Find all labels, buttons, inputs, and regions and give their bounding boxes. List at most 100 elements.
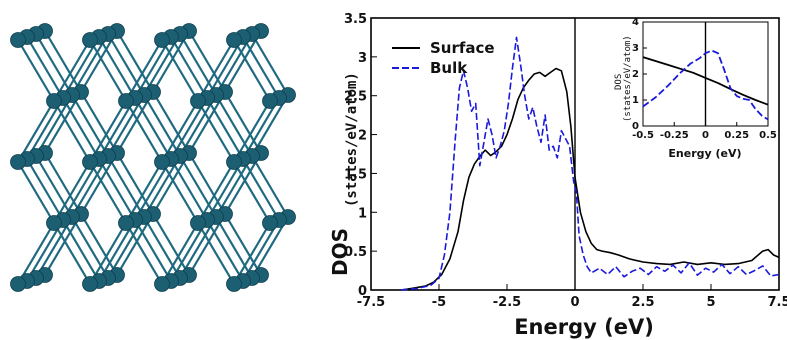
lattice-bond xyxy=(125,222,163,285)
lattice-bond xyxy=(215,94,253,157)
x-tick-label: -0.5 xyxy=(632,130,654,141)
x-tick-label: 0 xyxy=(702,130,709,141)
inset-ticks-group: -0.5 -0.25 0 0.25 0.5 0 1 2 3 4 xyxy=(632,17,777,141)
lattice-bond xyxy=(224,213,262,276)
x-tick-label: 5 xyxy=(706,295,715,310)
y-tick-label: 2.5 xyxy=(344,90,367,105)
lattice-atom xyxy=(118,93,134,109)
lattice-bond xyxy=(107,155,145,218)
y-tick-label: 1 xyxy=(358,206,367,221)
lattice-bond xyxy=(116,30,154,93)
lattice-atom xyxy=(226,276,242,292)
lattice-bond xyxy=(125,100,163,163)
lattice-bond xyxy=(98,158,136,221)
lattice-atom xyxy=(190,93,206,109)
lattice-bond xyxy=(71,216,109,279)
lattice-bond xyxy=(233,39,271,102)
lattice-bond xyxy=(161,39,199,102)
inset-dos-plot: -0.5 -0.25 0 0.25 0.5 0 1 2 3 4 DOS (states/eV/at… xyxy=(614,17,777,160)
lattice-bond xyxy=(161,161,199,224)
lattice-atom xyxy=(10,32,26,48)
lattice-atom xyxy=(226,32,242,48)
x-tick-label: 0.5 xyxy=(759,130,777,141)
lattice-bond xyxy=(17,39,55,102)
bulk-series-line xyxy=(642,49,769,121)
lattice-bond xyxy=(116,152,154,215)
lattice-bond xyxy=(134,97,172,160)
lattice-atom xyxy=(10,276,26,292)
x-tick-label: 0.25 xyxy=(724,130,749,141)
lattice-bond xyxy=(188,152,226,215)
lattice-bond xyxy=(71,94,109,157)
lattice-bond xyxy=(17,161,55,224)
lattice-bond xyxy=(179,33,217,96)
y-tick-label: 0.5 xyxy=(344,245,367,260)
lattice-atom xyxy=(154,32,170,48)
x-tick-label: -0.25 xyxy=(660,130,689,141)
lattice-bond xyxy=(215,216,253,279)
inset-y-axis-label: DOS xyxy=(614,74,624,90)
lattice-bond xyxy=(44,152,82,215)
surface-series-line xyxy=(642,56,769,106)
lattice-bond xyxy=(188,30,226,93)
lattice-bond xyxy=(251,155,289,218)
y-tick-label: 3.5 xyxy=(344,12,367,27)
lattice-bond xyxy=(251,33,289,96)
main-ticks-group: -7.5 -5 -2.5 0 2.5 5 7.5 0 0.5 1 1.5 2 2.5 3 3.5 xyxy=(344,12,787,310)
main-legend: Surface Bulk xyxy=(392,39,495,77)
lattice-bond xyxy=(242,36,280,99)
inset-background xyxy=(640,20,768,140)
lattice-bond xyxy=(80,213,118,276)
y-tick-label: 4 xyxy=(632,17,639,28)
inset-series-group xyxy=(642,22,769,126)
x-tick-label: 7.5 xyxy=(767,295,787,310)
lattice-bond xyxy=(44,30,82,93)
lattice-bond xyxy=(98,36,136,99)
main-series-group xyxy=(400,18,780,291)
lattice-bond xyxy=(134,219,172,282)
lattice-bond xyxy=(107,33,145,96)
y-tick-label: 2 xyxy=(632,69,639,80)
x-tick-label: -2.5 xyxy=(493,295,521,310)
main-y-axis-label: DOS xyxy=(328,228,352,276)
lattice-atom xyxy=(46,93,62,109)
lattice-bond xyxy=(233,161,271,224)
surface-series-line xyxy=(400,67,780,291)
lattice-bond xyxy=(89,39,127,102)
lattice-bond xyxy=(35,155,73,218)
lattice-bond xyxy=(152,213,190,276)
y-tick-label: 0 xyxy=(632,121,639,132)
y-tick-label: 3 xyxy=(358,51,367,66)
lattice-bond xyxy=(206,219,244,282)
lattice-atom xyxy=(154,276,170,292)
lattice-bond xyxy=(170,158,208,221)
legend-bulk-label: Bulk xyxy=(430,59,468,77)
lattice-bond xyxy=(89,161,127,224)
lattice-bond xyxy=(53,100,91,163)
lattice-atom xyxy=(262,93,278,109)
lattice-bond xyxy=(26,36,64,99)
lattice-bond xyxy=(224,91,262,154)
lattice-atom xyxy=(82,154,98,170)
lattice-bond xyxy=(62,219,100,282)
lattice-atom xyxy=(46,215,62,231)
x-tick-label: -7.5 xyxy=(357,295,385,310)
lattice-atom xyxy=(226,154,242,170)
x-tick-label: 0 xyxy=(570,295,579,310)
lattice-bond xyxy=(80,91,118,154)
inset-x-axis-label: Energy (eV) xyxy=(668,147,741,160)
lattice-bond xyxy=(170,36,208,99)
lattice-bond xyxy=(26,158,64,221)
legend-surface-label: Surface xyxy=(430,39,495,57)
y-tick-label: 0 xyxy=(358,284,367,299)
lattice-bond xyxy=(179,155,217,218)
main-dos-plot: -7.5 -5 -2.5 0 2.5 5 7.5 0 0.5 1 1.5 2 2.5 3 3.5 Surfa… xyxy=(328,12,787,339)
y-tick-label: 1 xyxy=(632,95,639,106)
lattice-bond xyxy=(197,100,235,163)
y-tick-label: 2 xyxy=(358,129,367,144)
lattice-atom xyxy=(82,32,98,48)
lattice-atom xyxy=(190,215,206,231)
lattice-bond xyxy=(143,216,181,279)
lattice-bond xyxy=(206,97,244,160)
